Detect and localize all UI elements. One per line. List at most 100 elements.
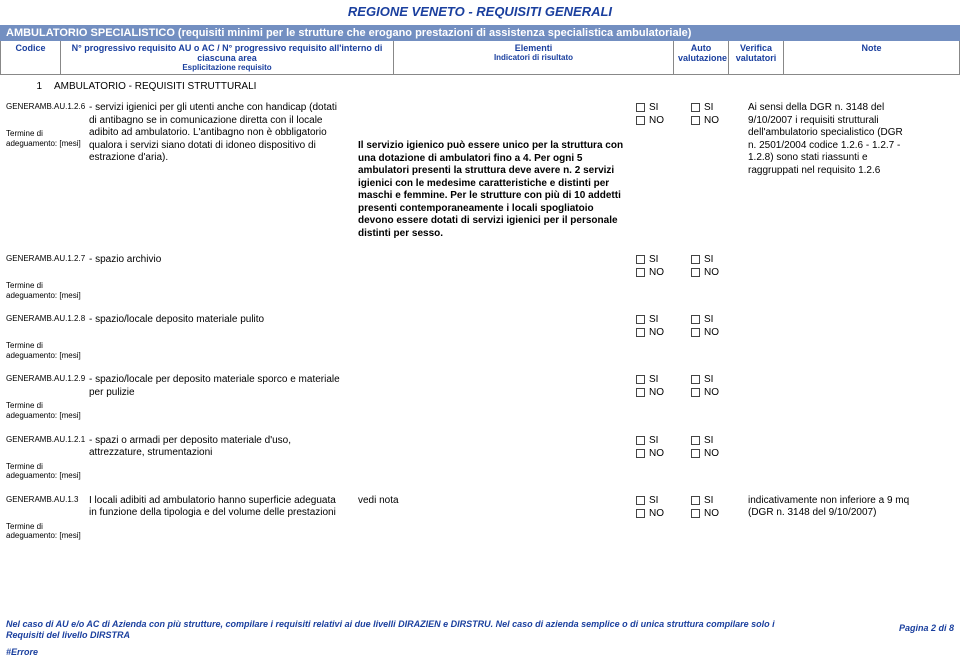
termine-label: Termine di adeguamento: [mesi] [6,462,83,481]
checkbox-si-verif[interactable] [691,255,700,264]
footer-error: #Errore [6,647,954,657]
col-header-elem-main: Elementi [515,43,553,53]
requisito-row: GENERAMB.AU.1.2.7 Termine di adeguamento:… [0,250,960,310]
section-number: 1 [4,81,54,92]
checkbox-si-auto[interactable] [636,103,645,112]
req-code: GENERAMB.AU.1.2.8 [6,314,83,323]
checkbox-si-label: SI [649,314,658,325]
checkbox-si-auto[interactable] [636,436,645,445]
req-description: - servizi igienici per gli utenti anche … [87,102,352,240]
checkbox-no-verif[interactable] [691,449,700,458]
req-code-cell: GENERAMB.AU.1.3 Termine di adeguamento: [… [2,495,87,541]
checkbox-no-label: NO [704,448,719,459]
checkbox-si-verif[interactable] [691,436,700,445]
col-header-codice: Codice [1,41,61,74]
checkbox-si-label: SI [649,495,658,506]
checkbox-no-auto[interactable] [636,328,645,337]
checkbox-no-auto[interactable] [636,388,645,397]
checkbox-no-auto[interactable] [636,509,645,518]
checkbox-no-label: NO [704,327,719,338]
checkbox-si-label: SI [704,254,713,265]
checkbox-si-label: SI [704,374,713,385]
checkbox-si-verif[interactable] [691,315,700,324]
checkbox-si-verif[interactable] [691,103,700,112]
checkbox-si-label: SI [649,374,658,385]
checkbox-no-label: NO [704,267,719,278]
verifica-cell: SINO [687,374,742,420]
checkbox-si-auto[interactable] [636,315,645,324]
col-header-auto: Auto valutazione [674,41,729,74]
checkbox-no-verif[interactable] [691,388,700,397]
verifica-cell: SI NO [687,102,742,240]
checkbox-si-auto[interactable] [636,496,645,505]
checkbox-si-auto[interactable] [636,255,645,264]
checkbox-no-label: NO [704,508,719,519]
req-code: GENERAMB.AU.1.2.9 [6,374,83,383]
col-header-req-main: N° progressivo requisito AU o AC / N° pr… [72,43,383,63]
req-indicator [352,254,632,300]
page-title: REGIONE VENETO - REQUISITI GENERALI [0,0,960,25]
header-subtitle-bar: AMBULATORIO SPECIALISTICO (requisiti min… [0,25,960,41]
checkbox-no-verif[interactable] [691,268,700,277]
req-indicator [352,374,632,420]
termine-label: Termine di adeguamento: [mesi] [6,401,83,420]
verifica-cell: SINO [687,314,742,360]
req-code-cell: GENERAMB.AU.1.2.1Termine di adeguamento:… [2,435,87,481]
checkbox-no-verif[interactable] [691,116,700,125]
checkbox-no-label: NO [649,267,664,278]
req-code: GENERAMB.AU.1.3 [6,495,83,504]
section-heading-row: 1 AMBULATORIO - REQUISITI STRUTTURALI [0,75,960,98]
req-description: - spazi o armadi per deposito materiale … [87,435,352,481]
checkbox-si-label: SI [704,102,713,113]
req-code: GENERAMB.AU.1.2.7 [6,254,83,263]
column-header-row: Codice N° progressivo requisito AU o AC … [0,41,960,75]
auto-valutazione-cell: SI NO [632,102,687,240]
col-header-verifica: Verifica valutatori [729,41,784,74]
auto-valutazione-cell: SINO [632,254,687,300]
checkbox-no-auto[interactable] [636,268,645,277]
req-code-cell: GENERAMB.AU.1.2.6 Termine di adeguamento:… [2,102,87,240]
footer-note-text: Nel caso di AU e/o AC di Azienda con più… [6,619,786,641]
req-indicator [352,435,632,481]
checkbox-si-verif[interactable] [691,496,700,505]
col-header-req-sub: Esplicitazione requisito [65,63,389,72]
req-indicator [352,314,632,360]
col-header-elem-sub: Indicatori di risultato [398,53,669,62]
checkbox-si-verif[interactable] [691,375,700,384]
req-code: GENERAMB.AU.1.2.6 [6,102,83,111]
req-indicator: Il servizio igienico può essere unico pe… [352,102,632,240]
checkbox-no-auto[interactable] [636,116,645,125]
checkbox-no-label: NO [704,115,719,126]
checkbox-no-label: NO [649,508,664,519]
checkbox-no-label: NO [649,115,664,126]
verifica-cell: SINO [687,435,742,481]
requisito-row: GENERAMB.AU.1.3 Termine di adeguamento: [… [0,491,960,551]
checkbox-no-label: NO [649,327,664,338]
auto-valutazione-cell: SI NO [632,495,687,541]
col-header-requisito: N° progressivo requisito AU o AC / N° pr… [61,41,394,74]
req-description: - spazio/locale deposito materiale pulit… [87,314,352,360]
checkbox-si-label: SI [649,435,658,446]
checkbox-no-verif[interactable] [691,509,700,518]
req-code-cell: GENERAMB.AU.1.2.8Termine di adeguamento:… [2,314,87,360]
auto-valutazione-cell: SI NO [632,435,687,481]
req-note: Ai sensi della DGR n. 3148 del 9/10/2007… [742,102,917,240]
termine-label: Termine di adeguamento: [mesi] [6,129,83,148]
req-note [742,374,917,420]
checkbox-no-auto[interactable] [636,449,645,458]
req-description: - spazio archivio [87,254,352,300]
termine-label: Termine di adeguamento: [mesi] [6,522,83,541]
req-note: indicativamente non inferiore a 9 mq (DG… [742,495,917,541]
checkbox-si-label: SI [649,102,658,113]
termine-label: Termine di adeguamento: [mesi] [6,281,83,300]
checkbox-no-verif[interactable] [691,328,700,337]
col-header-note: Note [784,41,959,74]
verifica-cell: SI NO [687,254,742,300]
requisito-row: GENERAMB.AU.1.2.1Termine di adeguamento:… [0,431,960,491]
page-number: Pagina 2 di 8 [899,623,954,633]
checkbox-no-label: NO [649,448,664,459]
req-note [742,254,917,300]
verifica-cell: SINO [687,495,742,541]
req-description: I locali adibiti ad ambulatorio hanno su… [87,495,352,541]
checkbox-si-auto[interactable] [636,375,645,384]
